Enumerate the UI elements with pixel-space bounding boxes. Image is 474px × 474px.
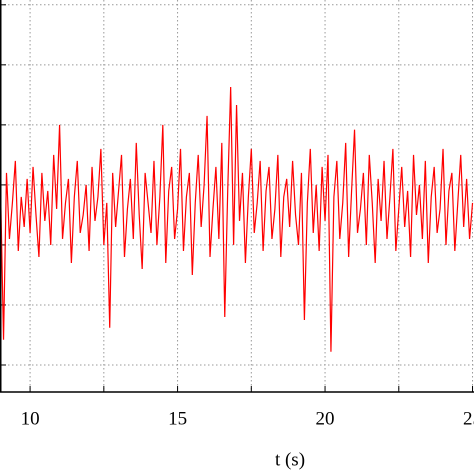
x-tick-label: 15	[168, 408, 187, 429]
x-tick-label: 20	[316, 408, 335, 429]
data-line	[0, 87, 474, 352]
x-tick-label: 10	[21, 408, 40, 429]
x-tick-label: 25	[463, 408, 474, 429]
x-axis-label: t (s)	[275, 449, 305, 470]
